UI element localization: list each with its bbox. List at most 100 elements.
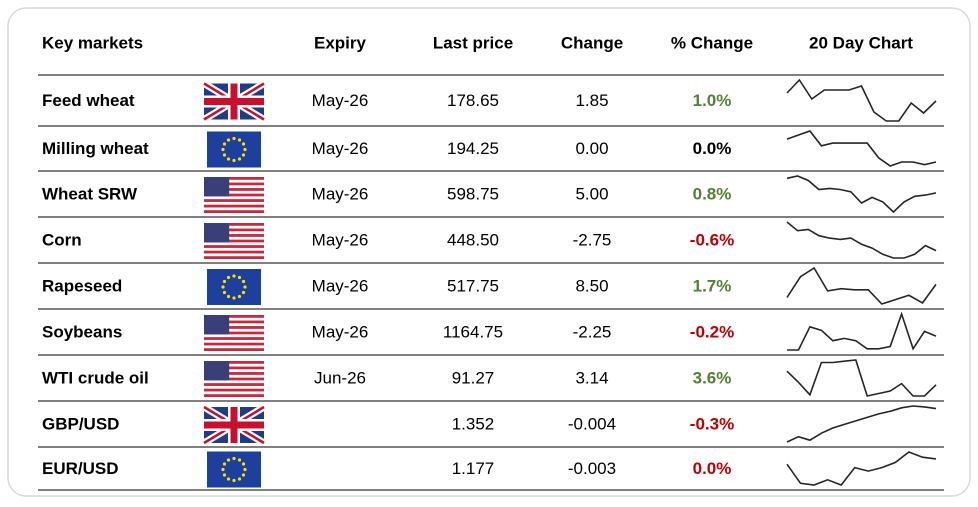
change: -0.004 <box>568 414 616 433</box>
flag-part <box>204 199 264 202</box>
flag-part <box>204 228 264 232</box>
flag-part <box>204 245 264 248</box>
expiry: May-26 <box>312 322 369 341</box>
sparkline <box>786 130 937 167</box>
market-name: GBP/USD <box>42 414 119 433</box>
flag-part <box>204 342 264 346</box>
flag-part <box>204 223 264 226</box>
market-name: Feed wheat <box>42 91 135 110</box>
flag-part <box>204 234 264 237</box>
sparkline <box>786 405 937 443</box>
expiry: May-26 <box>312 276 369 295</box>
market-name: Milling wheat <box>42 139 149 158</box>
pct-change: -0.3% <box>690 414 734 433</box>
flag-star <box>232 478 236 483</box>
flag-star <box>221 285 225 289</box>
flag-part <box>204 223 230 243</box>
flag-part <box>204 239 264 243</box>
flag-part <box>204 326 264 329</box>
flag-part <box>204 204 264 208</box>
flag-part <box>204 388 264 392</box>
flag-star <box>237 477 242 481</box>
last-price: 448.50 <box>447 230 499 249</box>
flag-star <box>237 275 242 280</box>
pct-change: 1.7% <box>693 276 732 295</box>
last-price: 178.65 <box>447 91 499 110</box>
flag-star <box>241 142 246 146</box>
flag-bg <box>207 269 261 305</box>
flag-part <box>204 250 264 254</box>
flag-star <box>222 142 227 146</box>
change: -2.75 <box>573 230 612 249</box>
change: -0.003 <box>568 459 616 478</box>
flag-part <box>204 361 230 381</box>
pct-change: -0.6% <box>690 230 734 249</box>
flag-star <box>243 467 247 472</box>
flag-star <box>226 275 231 280</box>
flag-star <box>222 290 227 295</box>
expiry: May-26 <box>312 230 369 249</box>
change: 5.00 <box>575 184 608 203</box>
flag-bg <box>207 451 261 488</box>
last-price: 194.25 <box>447 139 499 158</box>
last-price: 91.27 <box>452 368 495 387</box>
header-last: Last price <box>433 33 513 52</box>
flag-part <box>204 256 264 259</box>
expiry: May-26 <box>312 139 369 158</box>
last-price: 1.177 <box>452 459 495 478</box>
flag-part <box>204 383 264 386</box>
market-name: Soybeans <box>42 322 122 341</box>
change: 0.00 <box>575 139 608 158</box>
flag-star <box>232 456 236 461</box>
flag-part <box>204 361 264 364</box>
header-change: Change <box>561 33 623 52</box>
flag-star <box>237 294 242 299</box>
flag-part <box>204 315 264 318</box>
flag-part <box>204 320 264 324</box>
market-name: EUR/USD <box>42 459 119 478</box>
sparkline <box>786 78 937 122</box>
flag-part <box>204 372 264 375</box>
sparkline <box>786 451 937 486</box>
change: 1.85 <box>575 91 608 110</box>
flag-star <box>226 477 231 481</box>
flag-part <box>204 315 230 335</box>
flag <box>204 361 264 397</box>
pct-change: 0.0% <box>693 459 732 478</box>
flag-part <box>204 394 264 397</box>
flag-part <box>204 193 264 197</box>
flag <box>202 80 266 123</box>
flag-part <box>204 182 264 186</box>
flag-star <box>232 296 236 300</box>
flag-star <box>241 279 246 284</box>
flag-star <box>221 147 225 152</box>
header-market: Key markets <box>42 33 143 52</box>
pct-change: 3.6% <box>693 368 732 387</box>
sparkline <box>786 175 937 214</box>
pct-change: 1.0% <box>693 91 732 110</box>
pct-change: 0.0% <box>693 139 732 158</box>
pct-change: -0.2% <box>690 322 734 341</box>
flag-bg <box>207 131 261 168</box>
market-name: Rapeseed <box>42 276 122 295</box>
market-name: Wheat SRW <box>42 184 138 203</box>
change: 8.50 <box>575 276 608 295</box>
expiry: Jun-26 <box>314 368 366 387</box>
change: -2.25 <box>573 322 612 341</box>
header-pct: % Change <box>671 33 753 52</box>
flag <box>204 315 264 351</box>
flag-part <box>204 348 264 351</box>
header-expiry: Expiry <box>314 33 367 52</box>
flag-star <box>226 157 231 161</box>
flag <box>202 403 266 447</box>
flag-star <box>226 458 231 462</box>
flag-star <box>222 473 227 477</box>
flag-star <box>232 274 236 278</box>
sparkline <box>787 311 937 351</box>
header-chart: 20 Day Chart <box>809 33 913 52</box>
flag-star <box>241 473 246 477</box>
flag-star <box>232 136 236 141</box>
expiry: May-26 <box>312 91 369 110</box>
flag-star <box>222 279 227 284</box>
market-name: Corn <box>42 230 82 249</box>
